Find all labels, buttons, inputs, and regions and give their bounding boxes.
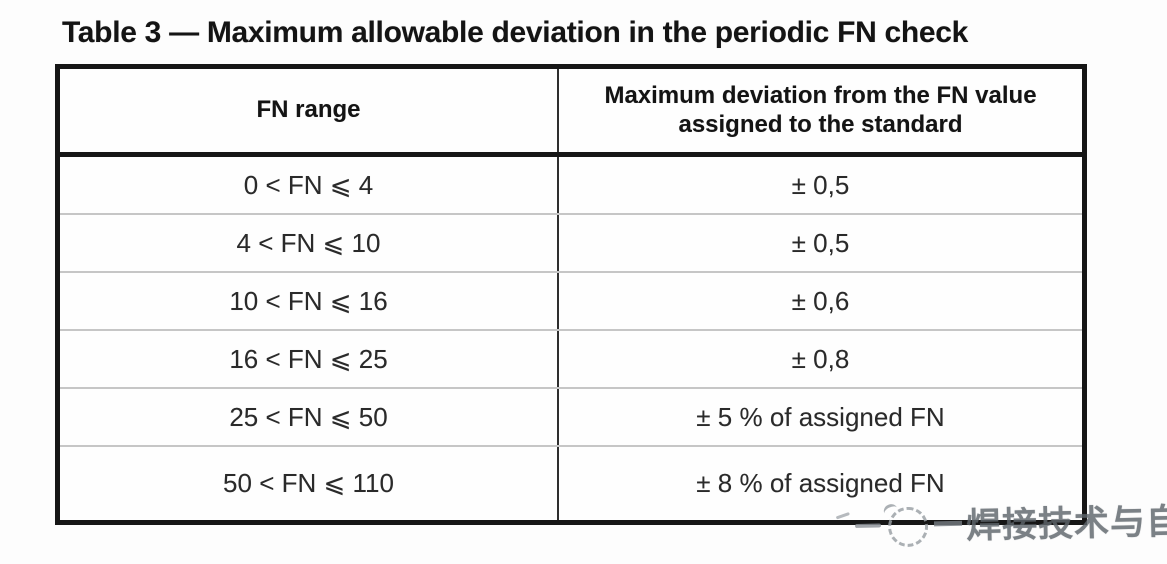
deviation-value: ± 0,5 — [791, 227, 850, 258]
deviation-value: ± 5 % of assigned FN — [696, 401, 945, 432]
fn-range-value: 50 < FN ⩽ 110 — [223, 468, 394, 498]
fn-range-cell: 10 < FN ⩽ 16 — [60, 273, 559, 329]
deviation-value: ± 0,8 — [791, 343, 850, 374]
column-header-max-deviation: Maximum deviation from the FN value assi… — [559, 69, 1082, 152]
table-header-row: FN range Maximum deviation from the FN v… — [60, 69, 1082, 157]
fn-range-cell: 16 < FN ⩽ 25 — [60, 331, 559, 387]
deviation-cell: ± 0,5 — [559, 157, 1082, 213]
fn-range-value: 0 < FN ⩽ 4 — [243, 169, 374, 200]
deviation-value: ± 8 % of assigned FN — [696, 468, 945, 498]
deviation-cell: ± 0,8 — [559, 331, 1082, 387]
fn-range-value: 16 < FN ⩽ 25 — [229, 343, 388, 374]
deviation-cell: ± 0,5 — [559, 215, 1082, 271]
table-row: 4 < FN ⩽ 10 ± 0,5 — [60, 215, 1082, 273]
deviation-cell: ± 8 % of assigned FN — [559, 447, 1082, 520]
fn-range-cell: 50 < FN ⩽ 110 — [60, 447, 559, 520]
fn-range-cell: 0 < FN ⩽ 4 — [60, 157, 559, 213]
column-header-fn-range-label: FN range — [256, 96, 361, 124]
table-row: 50 < FN ⩽ 110 ± 8 % of assigned FN — [60, 447, 1082, 520]
fn-range-value: 25 < FN ⩽ 50 — [229, 401, 388, 432]
table-row: 0 < FN ⩽ 4 ± 0,5 — [60, 157, 1082, 215]
deviation-value: ± 0,5 — [791, 169, 850, 200]
fn-deviation-table: FN range Maximum deviation from the FN v… — [55, 64, 1087, 525]
deviation-value: ± 0,6 — [791, 285, 850, 316]
column-header-max-deviation-label: Maximum deviation from the FN value assi… — [604, 82, 1037, 138]
table-row: 16 < FN ⩽ 25 ± 0,8 — [60, 331, 1082, 389]
fn-range-cell: 25 < FN ⩽ 50 — [60, 389, 559, 445]
table-row: 10 < FN ⩽ 16 ± 0,6 — [60, 273, 1082, 331]
table-row: 25 < FN ⩽ 50 ± 5 % of assigned FN — [60, 389, 1082, 447]
fn-range-value: 10 < FN ⩽ 16 — [229, 285, 388, 316]
deviation-cell: ± 5 % of assigned FN — [559, 389, 1082, 445]
column-header-fn-range: FN range — [60, 69, 559, 152]
deviation-cell: ± 0,6 — [559, 273, 1082, 329]
fn-range-value: 4 < FN ⩽ 10 — [236, 227, 381, 258]
fn-range-cell: 4 < FN ⩽ 10 — [60, 215, 559, 271]
table-caption: Table 3 — Maximum allowable deviation in… — [62, 16, 969, 49]
